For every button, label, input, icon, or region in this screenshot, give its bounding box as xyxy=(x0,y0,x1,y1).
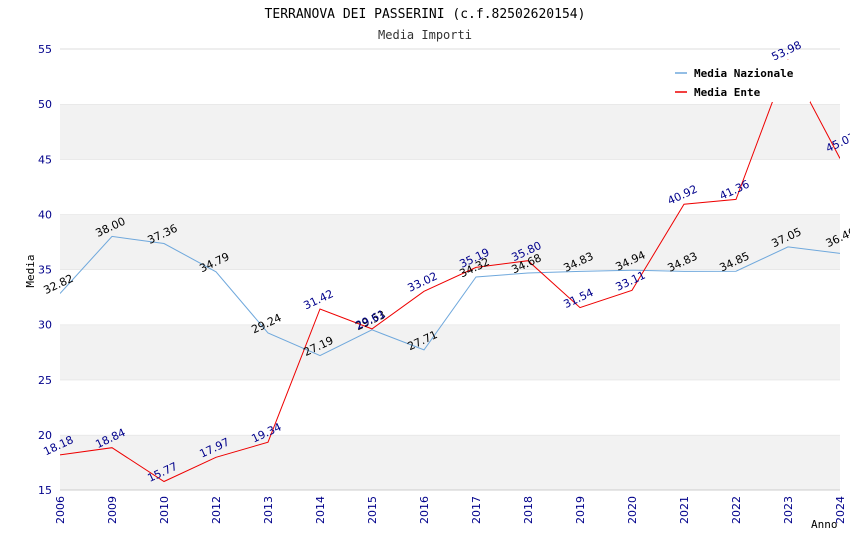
background-band xyxy=(60,214,840,270)
y-axis-ticks: 15 20 25 30 35 40 45 50 55 xyxy=(38,43,52,497)
background-band xyxy=(60,434,840,490)
y-tick-label: 20 xyxy=(38,429,52,442)
background-band xyxy=(60,104,840,160)
x-tick-label: 2013 xyxy=(262,496,275,524)
x-tick-label: 2010 xyxy=(158,496,171,524)
x-tick-label: 2024 xyxy=(834,496,847,524)
x-tick-label: 2021 xyxy=(678,496,691,524)
series-line-media-nazionale xyxy=(60,235,840,357)
background-band xyxy=(60,269,840,325)
legend-label: Media Nazionale xyxy=(694,67,794,80)
y-tick-label: 15 xyxy=(38,484,52,497)
x-tick-label: 2020 xyxy=(626,496,639,524)
legend: Media Nazionale Media Ente xyxy=(669,60,810,102)
x-tick-label: 2014 xyxy=(314,496,327,524)
x-tick-label: 2016 xyxy=(418,496,431,524)
legend-box xyxy=(669,60,810,102)
y-tick-label: 25 xyxy=(38,374,52,387)
x-tick-label: 2023 xyxy=(782,496,795,524)
y-tick-label: 55 xyxy=(38,43,52,56)
chart-title: TERRANOVA DEI PASSERINI (c.f.82502620154… xyxy=(265,7,586,22)
background-band xyxy=(60,159,840,215)
x-tick-label: 2022 xyxy=(730,496,743,524)
y-axis-label: Media xyxy=(24,254,37,287)
series-line-media-ente xyxy=(60,58,840,483)
x-axis-label: Anno xyxy=(811,518,838,531)
x-tick-label: 2009 xyxy=(106,496,119,524)
background-band xyxy=(60,379,840,435)
y-tick-label: 35 xyxy=(38,264,52,277)
chart-subtitle: Media Importi xyxy=(378,28,472,42)
x-tick-label: 2015 xyxy=(366,496,379,524)
x-tick-label: 2018 xyxy=(522,496,535,524)
x-tick-label: 2019 xyxy=(574,496,587,524)
background-band xyxy=(60,324,840,380)
y-tick-label: 50 xyxy=(38,98,52,111)
x-tick-label: 2006 xyxy=(54,496,67,524)
x-tick-label: 2017 xyxy=(470,496,483,524)
series-lines xyxy=(60,58,840,483)
y-tick-label: 40 xyxy=(38,208,52,221)
y-tick-label: 30 xyxy=(38,319,52,332)
legend-label: Media Ente xyxy=(694,86,761,99)
x-tick-label: 2012 xyxy=(210,496,223,524)
y-tick-label: 45 xyxy=(38,153,52,166)
x-axis-ticks: 2006 2009 2010 2012 2013 2014 2015 2016 2017 2018… xyxy=(54,496,847,524)
